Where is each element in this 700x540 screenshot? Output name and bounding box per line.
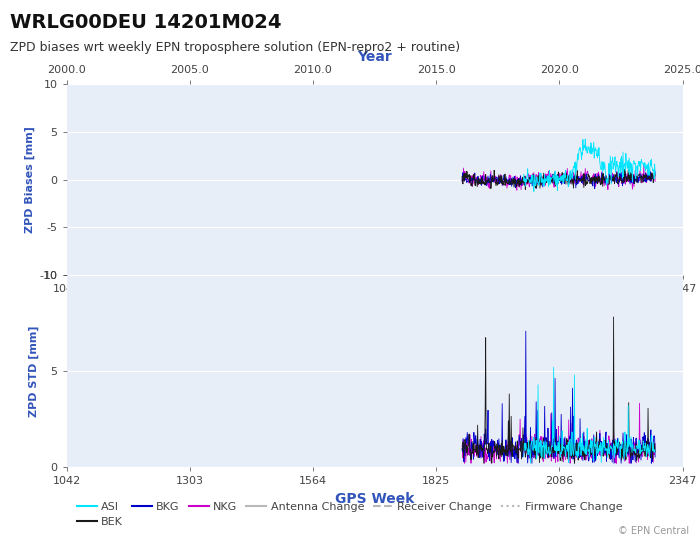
Text: WRLG00DEU 14201M024: WRLG00DEU 14201M024 [10, 14, 282, 32]
Y-axis label: ZPD Biases [mm]: ZPD Biases [mm] [25, 126, 35, 233]
Legend: ASI, BEK, BKG, NKG, Antenna Change, Receiver Change, Firmware Change: ASI, BEK, BKG, NKG, Antenna Change, Rece… [72, 497, 628, 532]
Y-axis label: ZPD STD [mm]: ZPD STD [mm] [29, 326, 39, 417]
X-axis label: GPS Week: GPS Week [335, 492, 414, 505]
Text: ZPD biases wrt weekly EPN troposphere solution (EPN-repro2 + routine): ZPD biases wrt weekly EPN troposphere so… [10, 40, 461, 53]
X-axis label: Year: Year [357, 50, 392, 64]
Text: © EPN Central: © EPN Central [618, 525, 690, 536]
